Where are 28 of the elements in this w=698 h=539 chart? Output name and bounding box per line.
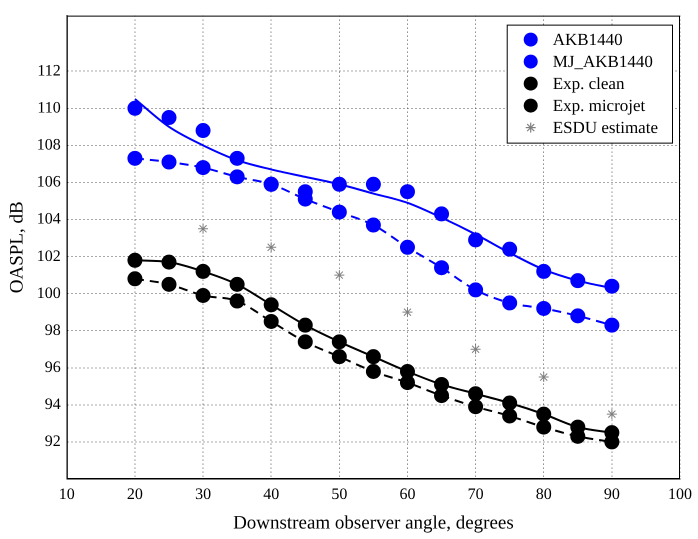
y-axis-title: OASPL, dB — [6, 201, 28, 294]
x-tick-label: 90 — [604, 486, 620, 503]
y-tick-label: 98 — [44, 322, 61, 339]
y-tick-label: 100 — [36, 284, 61, 302]
x-tick-label: 100 — [668, 486, 692, 503]
y-tick-label: 92 — [44, 433, 61, 450]
y-tick-label: 106 — [36, 174, 61, 191]
y-tick-label: 108 — [36, 136, 61, 154]
x-tick-label: 20 — [126, 486, 143, 503]
legend-label: AKB1440 — [552, 30, 623, 50]
y-tick-label: 112 — [37, 62, 61, 80]
x-tick-label: 50 — [331, 486, 348, 503]
y-tick-label: 94 — [44, 396, 61, 414]
x-tick-label: 70 — [468, 486, 484, 503]
x-axis-title: Downstream observer angle, degrees — [233, 512, 514, 534]
legend-label: Exp. microjet — [552, 96, 646, 116]
x-tick-label: 30 — [195, 486, 212, 503]
x-tick-label: 80 — [536, 486, 552, 503]
y-tick-label: 102 — [36, 248, 61, 265]
x-tick-label: 10 — [58, 486, 75, 503]
legend-label: MJ_AKB1440 — [552, 52, 653, 72]
legend-label: ESDU estimate — [552, 118, 658, 138]
y-tick-label: 96 — [44, 358, 61, 376]
y-tick-label: 110 — [37, 99, 61, 116]
y-tick-label: 104 — [36, 210, 61, 228]
x-tick-label: 40 — [263, 486, 280, 503]
x-tick-label: 60 — [399, 486, 416, 503]
legend-label: Exp. clean — [552, 74, 625, 94]
